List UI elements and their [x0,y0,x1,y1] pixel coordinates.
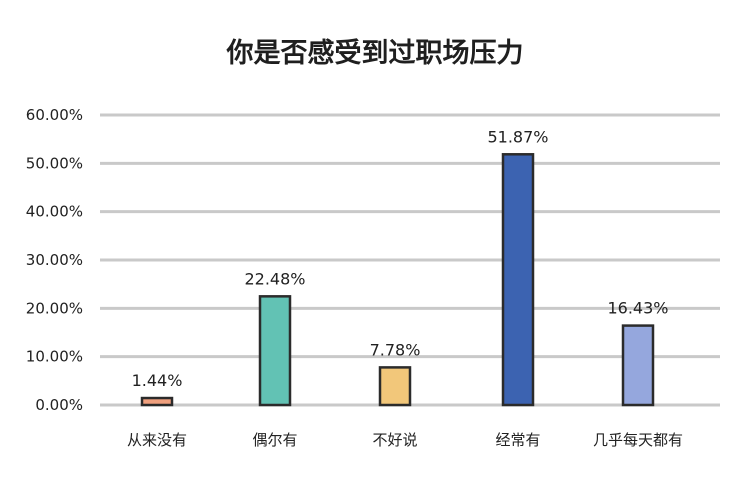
x-category-label: 偶尔有 [252,431,297,449]
gridlines [100,113,720,407]
y-tick-label: 0.00% [35,396,83,414]
x-category-label: 几乎每天都有 [593,431,683,449]
bar [501,153,535,407]
bar [378,366,412,407]
y-tick-label: 30.00% [26,251,83,269]
data-label: 7.78% [370,340,421,359]
y-tick-label: 20.00% [26,299,83,317]
bars [140,153,655,407]
data-label: 22.48% [244,269,305,288]
bar [258,295,292,407]
x-category-label: 从来没有 [127,431,187,449]
data-labels: 1.44% 22.48% 7.78% 51.87% 16.43% [132,127,669,390]
x-axis-categories: 从来没有 偶尔有 不好说 经常有 几乎每天都有 [127,431,683,449]
chart-title: 你是否感受到过职场压力 [226,37,524,69]
y-tick-label: 10.00% [26,348,83,366]
data-label: 1.44% [132,371,183,390]
y-tick-label: 60.00% [26,106,83,124]
y-axis-ticks: 0.00% 10.00% 20.00% 30.00% 40.00% 50.00% 60.00… [26,106,83,414]
x-category-label: 经常有 [495,431,540,449]
bar [140,396,174,407]
y-tick-label: 40.00% [26,203,83,221]
data-label: 16.43% [607,299,668,318]
data-label: 51.87% [487,127,548,146]
x-category-label: 不好说 [372,431,417,449]
bar [621,324,655,407]
y-tick-label: 50.00% [26,154,83,172]
